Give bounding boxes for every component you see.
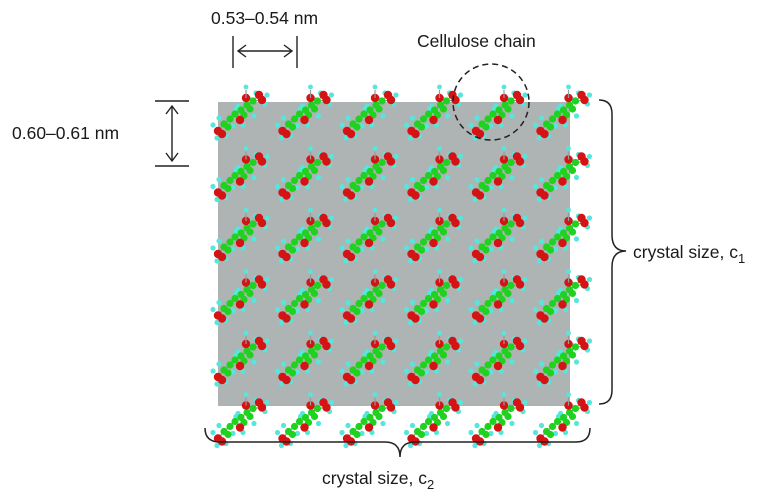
crystal-cross-section — [218, 102, 570, 406]
curly-brace-bottom-icon — [204, 427, 591, 458]
chain-spacing-label: 0.53–0.54 nm — [211, 8, 318, 28]
cellulose-chain-label: Cellulose chain — [417, 31, 536, 51]
cellulose-molecule — [274, 84, 335, 141]
cellulose-molecule — [532, 84, 593, 141]
cellulose-molecule — [210, 330, 270, 387]
cellulose-molecule — [532, 269, 593, 326]
cellulose-molecule — [339, 330, 399, 387]
cellulose-lattice — [210, 84, 593, 449]
cellulose-molecule — [468, 392, 528, 449]
double-arrow-vertical-icon — [155, 100, 189, 167]
cellulose-molecule — [210, 146, 270, 203]
double-arrow-horizontal-icon — [232, 36, 298, 68]
cellulose-molecule — [532, 392, 593, 449]
cellulose-molecule — [532, 330, 593, 387]
cellulose-molecule — [468, 269, 528, 326]
crystal-size-c1-label: crystal size, c1 — [633, 242, 745, 266]
crystal-size-c2-label: crystal size, c2 — [322, 468, 434, 492]
cellulose-molecule — [403, 330, 464, 387]
cellulose-molecule — [403, 84, 464, 141]
cellulose-molecule — [339, 207, 399, 264]
cellulose-molecule — [468, 207, 528, 264]
cellulose-molecule — [468, 84, 528, 141]
cellulose-molecule — [532, 207, 593, 264]
cellulose-molecule — [468, 146, 528, 203]
cellulose-molecule — [403, 269, 464, 326]
cellulose-molecule — [403, 207, 464, 264]
layer-spacing-label: 0.60–0.61 nm — [12, 123, 119, 143]
cellulose-molecule — [468, 330, 528, 387]
cellulose-molecule — [210, 269, 270, 326]
cellulose-molecule — [274, 269, 335, 326]
cellulose-molecule — [210, 207, 270, 264]
cellulose-molecule — [403, 392, 464, 449]
cellulose-molecule — [210, 84, 270, 141]
cellulose-molecule — [339, 146, 399, 203]
cellulose-molecule — [339, 392, 399, 449]
cellulose-molecule — [403, 146, 464, 203]
cellulose-molecule — [339, 84, 399, 141]
curly-brace-right-icon — [598, 99, 627, 405]
cellulose-molecule — [339, 269, 399, 326]
cellulose-molecule — [274, 392, 335, 449]
dashed-circle-icon — [452, 63, 530, 141]
cellulose-molecule — [274, 146, 335, 203]
cellulose-molecule — [532, 146, 593, 203]
cellulose-molecule — [274, 330, 335, 387]
cellulose-molecule — [274, 207, 335, 264]
